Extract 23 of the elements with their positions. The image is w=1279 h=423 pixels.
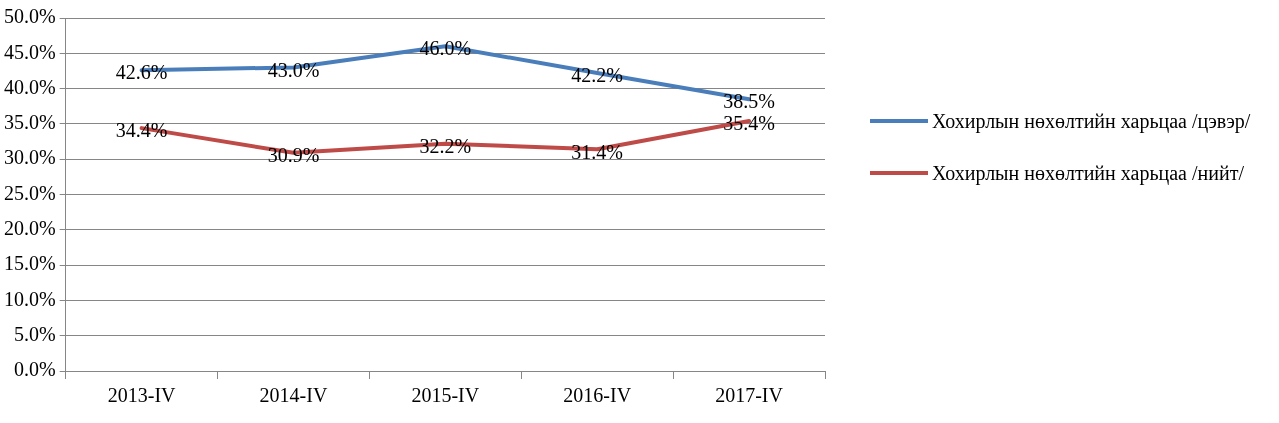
data-label: 46.0% xyxy=(419,37,472,60)
x-tick-label: 2017-IV xyxy=(715,384,784,407)
data-label: 34.4% xyxy=(115,119,168,142)
x-tick-label: 2016-IV xyxy=(563,384,632,407)
y-tick-label: 5.0% xyxy=(13,322,56,345)
y-tick-label: 40.0% xyxy=(3,75,56,98)
x-tick-label: 2013-IV xyxy=(107,384,177,407)
x-tick-label: 2015-IV xyxy=(411,384,480,407)
legend-label: Хохирлын нөхөлтийн харьцаа /цэвэр/ xyxy=(932,109,1251,134)
y-tick-label: 30.0% xyxy=(3,146,56,169)
y-tick-label: 20.0% xyxy=(3,217,56,240)
data-label: 38.5% xyxy=(723,90,775,113)
y-tick-label: 15.0% xyxy=(3,252,56,275)
y-tick-label: 25.0% xyxy=(3,181,56,204)
data-label: 42.6% xyxy=(115,61,168,84)
y-tick-label: 10.0% xyxy=(3,287,56,310)
y-tick-label: 0.0% xyxy=(13,358,56,381)
legend-label: Хохирлын нөхөлтийн харьцаа /нийт/ xyxy=(932,161,1244,186)
y-tick-label: 50.0% xyxy=(3,5,56,28)
y-tick-label: 35.0% xyxy=(3,111,56,134)
x-tick-label: 2014-IV xyxy=(259,384,328,407)
y-tick-label: 45.0% xyxy=(3,40,56,63)
data-label: 35.4% xyxy=(723,112,775,135)
